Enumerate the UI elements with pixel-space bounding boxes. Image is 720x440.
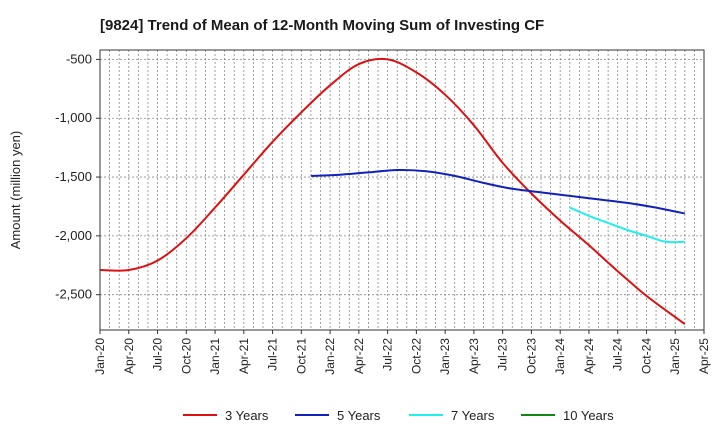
x-tick-label: Oct-22 — [409, 338, 423, 374]
x-tick-label: Jul-23 — [496, 338, 510, 371]
x-tick-label: Apr-22 — [352, 338, 366, 374]
x-tick-label: Jul-22 — [381, 338, 395, 371]
x-tick-label: Jan-21 — [208, 338, 222, 375]
x-tick-label: Jan-20 — [93, 338, 107, 375]
x-axis-ticks: Jan-20 Apr-20 Jul-20 Oct-20 Jan-21 Apr-21 Jul-… — [93, 330, 711, 375]
x-tick-label: Jan-23 — [438, 338, 452, 375]
x-tick-label: Apr-21 — [237, 338, 251, 374]
grid — [99, 50, 705, 330]
x-tick-label: Oct-24 — [639, 338, 653, 374]
x-tick-label: Jul-20 — [151, 338, 165, 371]
y-tick-label: -1,000 — [55, 110, 92, 125]
chart-title: [9824] Trend of Mean of 12-Month Moving … — [100, 17, 544, 34]
series-line-7-years — [569, 206, 685, 244]
x-tick-label: Jul-21 — [266, 338, 280, 371]
x-tick-label: Apr-20 — [122, 338, 136, 374]
x-tick-label: Apr-23 — [467, 338, 481, 374]
legend-label-5-years: 5 Years — [337, 408, 381, 423]
legend-label-7-years: 7 Years — [451, 408, 495, 423]
x-tick-label: Oct-23 — [524, 338, 538, 374]
plot-frame — [99, 49, 705, 331]
y-tick-label: -2,500 — [55, 287, 92, 302]
x-tick-label: Apr-25 — [697, 338, 711, 374]
legend-label-10-years: 10 Years — [563, 408, 614, 423]
y-tick-label: -1,500 — [55, 169, 92, 184]
series-line-5-years — [310, 168, 686, 215]
y-axis-ticks: -500 -1,000 -1,500 -2,000 -2,500 — [55, 51, 100, 302]
y-axis-label: Amount (million yen) — [8, 131, 23, 250]
x-tick-label: Apr-24 — [582, 338, 596, 374]
x-tick-label: Jan-22 — [323, 338, 337, 375]
series-group — [99, 57, 686, 325]
x-tick-label: Oct-21 — [294, 338, 308, 374]
x-tick-label: Oct-20 — [179, 338, 193, 374]
x-tick-label: Jan-24 — [553, 338, 567, 375]
series-line-3-years — [99, 57, 686, 325]
legend-label-3-years: 3 Years — [225, 408, 269, 423]
y-tick-label: -2,000 — [55, 228, 92, 243]
legend: 3 Years 5 Years 7 Years 10 Years — [183, 408, 614, 423]
x-tick-label: Jan-25 — [668, 338, 682, 375]
y-tick-label: -500 — [66, 51, 92, 66]
x-tick-label: Jul-24 — [611, 338, 625, 371]
